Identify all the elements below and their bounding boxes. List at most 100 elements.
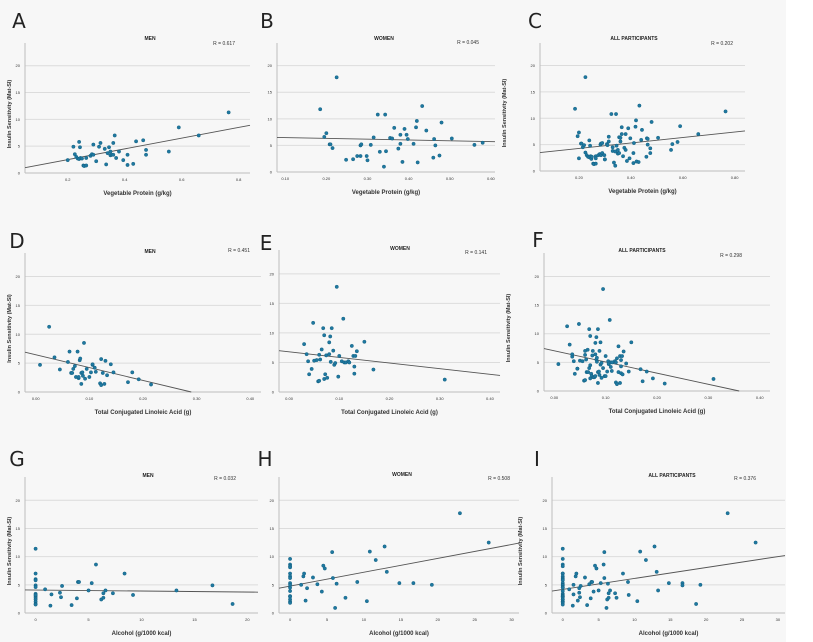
data-point — [458, 511, 462, 516]
data-point — [349, 344, 354, 348]
x-tick-label: 0.20 — [139, 396, 148, 401]
data-point — [104, 162, 109, 167]
data-point — [354, 349, 359, 354]
data-point — [355, 580, 360, 584]
data-point — [131, 161, 136, 166]
panel-d: D MEN R = 0.451 0 5 10 15 20 0.00 0.10 0.20 0.30 0.4… — [0, 210, 262, 416]
y-tick-label: 0 — [272, 611, 275, 616]
data-point — [52, 355, 57, 360]
data-point — [311, 575, 315, 580]
correlation-label: R = 0.032 — [214, 476, 236, 482]
data-point — [621, 349, 626, 354]
x-tick-label: 0.2 — [65, 177, 71, 182]
panel-e: E WOMEN R = 0.141 0 5 10 15 20 0.00 0.10 0.20 0.30 0… — [260, 210, 524, 416]
data-point — [645, 136, 650, 141]
data-point — [341, 316, 346, 321]
data-point — [638, 549, 643, 554]
data-point — [599, 375, 604, 380]
data-point — [618, 381, 622, 385]
data-point — [414, 119, 419, 123]
x-tick-label: 0.40 — [246, 396, 255, 401]
data-point — [90, 362, 95, 367]
scatter-plot-b: B WOMEN R = 0.045 0 5 10 15 20 0.10 0.20 0.30 0.40 0… — [260, 9, 495, 196]
data-point — [323, 372, 328, 377]
correlation-label: R = 0.141 — [465, 250, 487, 256]
x-tick-label: 0.40 — [627, 175, 636, 180]
regression-line — [539, 130, 746, 153]
plot-title: WOMEN — [374, 36, 394, 42]
data-point — [102, 146, 107, 151]
data-point — [364, 154, 369, 158]
data-point — [103, 358, 108, 363]
data-point — [698, 582, 703, 587]
panel-letter: I — [534, 447, 540, 471]
data-point — [645, 142, 650, 147]
x-tick-label: 10 — [139, 617, 144, 622]
panel-letter: A — [12, 9, 26, 33]
data-point — [327, 340, 332, 345]
data-point — [601, 287, 605, 291]
data-point — [333, 361, 338, 365]
plot-title: MEN — [142, 473, 154, 479]
data-point — [602, 157, 607, 162]
x-tick-label: 25 — [472, 617, 477, 622]
data-point — [619, 125, 624, 130]
correlation-label: R = 0.451 — [228, 248, 250, 254]
y-tick-label: 20 — [543, 498, 548, 503]
regression-line — [278, 350, 501, 376]
data-point — [582, 143, 587, 148]
data-point — [303, 598, 308, 603]
data-point — [314, 358, 319, 362]
data-point — [325, 375, 330, 380]
x-tick-label: 0.30 — [436, 396, 445, 401]
data-point — [587, 582, 592, 587]
data-point — [396, 146, 401, 151]
plot-title: ALL PARTICIPANTS — [618, 248, 666, 254]
y-tick-label: 10 — [270, 330, 275, 335]
data-point — [102, 382, 107, 386]
data-point — [58, 590, 62, 595]
data-point — [382, 544, 387, 549]
x-tick-label: 0.20 — [653, 395, 662, 400]
correlation-label: R = 0.298 — [720, 253, 742, 259]
y-tick-label: 10 — [270, 554, 275, 559]
data-point — [344, 157, 349, 162]
scatter-plot-g: G MEN R = 0.032 0 5 10 15 20 0 5 10 15 20 Alcohol (g/… — [7, 447, 259, 637]
data-point — [593, 161, 598, 166]
data-point — [330, 550, 335, 555]
y-axis-label: Insulin Sensitivity (Mat-SI) — [518, 517, 524, 586]
data-point — [601, 366, 605, 370]
y-tick-label: 5 — [537, 360, 540, 365]
data-point — [111, 591, 115, 596]
x-tick-label: 0.10 — [335, 396, 344, 401]
data-point — [619, 132, 624, 136]
data-point — [33, 546, 38, 551]
x-tick-label: 0.4 — [122, 177, 128, 182]
data-point — [91, 152, 96, 157]
data-point — [593, 340, 598, 345]
data-point — [60, 584, 64, 588]
x-tick-label: 20 — [245, 617, 250, 622]
data-point — [84, 163, 89, 168]
data-point — [97, 144, 101, 149]
x-tick-label: 15 — [668, 617, 673, 622]
data-point — [149, 382, 153, 387]
data-point — [77, 580, 81, 584]
data-point — [449, 136, 454, 141]
data-point — [649, 120, 654, 124]
data-point — [411, 141, 416, 146]
correlation-label: R = 0.045 — [457, 40, 479, 46]
plot-title: MEN — [144, 36, 156, 42]
x-tick-label: 15 — [192, 617, 197, 622]
data-point — [583, 575, 587, 580]
x-tick-label: 0.20 — [322, 176, 331, 181]
data-point — [324, 131, 329, 136]
data-point — [306, 359, 311, 364]
data-point — [107, 145, 111, 150]
y-tick-label: 20 — [268, 63, 273, 68]
data-point — [606, 581, 610, 586]
data-point — [328, 334, 333, 339]
data-point — [288, 556, 292, 561]
x-tick-label: 0.00 — [550, 395, 559, 400]
y-tick-label: 0 — [18, 171, 21, 176]
